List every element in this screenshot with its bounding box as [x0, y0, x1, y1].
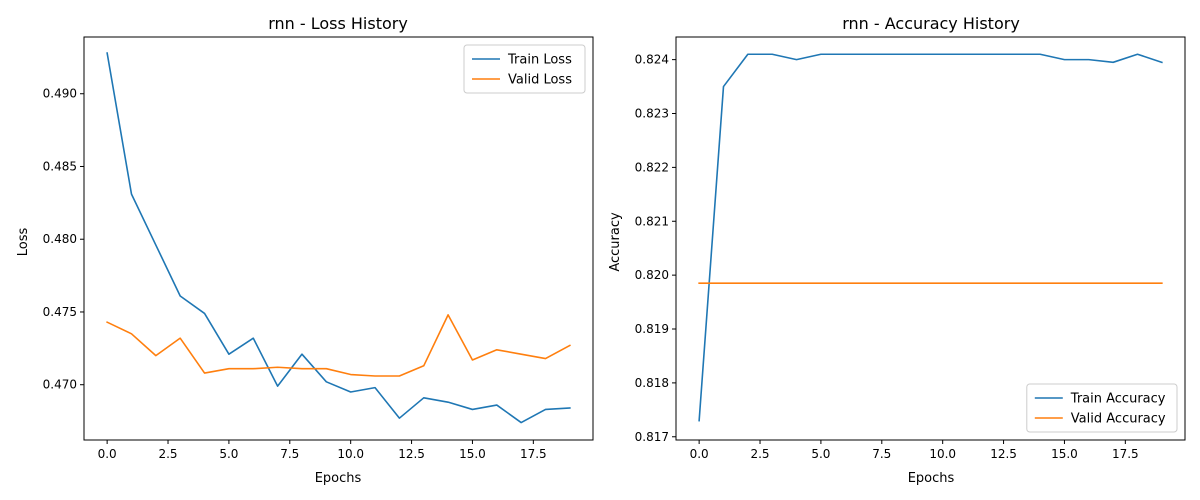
- loss-chart-title: rnn - Loss History: [268, 14, 408, 33]
- loss-chart-ytick-label: 0.490: [43, 87, 77, 101]
- loss-chart-xtick-label: 5.0: [219, 447, 238, 461]
- accuracy-chart-ytick-label: 0.822: [635, 160, 669, 174]
- accuracy-chart-legend-label-train-accuracy: Train Accuracy: [1070, 392, 1166, 407]
- loss-chart-xtick-label: 10.0: [337, 447, 364, 461]
- loss-chart-legend: Train Loss Valid Loss: [463, 44, 586, 94]
- loss-chart-ytick-label: 0.485: [43, 159, 77, 173]
- loss-chart-xtick-label: 7.5: [280, 447, 299, 461]
- loss-chart-xtick-label: 2.5: [158, 447, 177, 461]
- loss-chart: rnn - Loss History Epochs Loss 0.0 2.5 5.0…: [16, 14, 594, 486]
- accuracy-chart-xtick-label: 5.0: [811, 447, 830, 461]
- accuracy-chart-title: rnn - Accuracy History: [842, 14, 1020, 33]
- loss-chart-xtick-label: 0.0: [98, 447, 117, 461]
- accuracy-chart-ytick-label: 0.818: [635, 376, 669, 390]
- accuracy-chart-xtick-label: 15.0: [1051, 447, 1078, 461]
- loss-chart-xlabel: Epochs: [315, 471, 362, 486]
- loss-chart-ytick-label: 0.475: [43, 305, 77, 319]
- loss-chart-legend-label-valid-loss: Valid Loss: [508, 73, 572, 88]
- loss-chart-yticks: 0.470 0.475 0.480 0.485 0.490: [43, 87, 84, 392]
- loss-chart-xtick-label: 15.0: [459, 447, 486, 461]
- loss-chart-legend-label-train-loss: Train Loss: [507, 53, 572, 68]
- accuracy-chart-xtick-label: 17.5: [1112, 447, 1139, 461]
- accuracy-chart-xticks: 0.0 2.5 5.0 7.5 10.0 12.5 15.0 17.5: [690, 440, 1139, 461]
- accuracy-chart-ytick-label: 0.824: [635, 53, 669, 67]
- accuracy-chart-ytick-label: 0.823: [635, 107, 669, 121]
- loss-chart-series-valid-loss: [106, 314, 571, 377]
- accuracy-chart-xtick-label: 0.0: [690, 447, 709, 461]
- accuracy-chart-ytick-label: 0.820: [635, 268, 669, 282]
- loss-chart-xtick-label: 12.5: [398, 447, 425, 461]
- loss-chart-series: [106, 52, 571, 424]
- accuracy-chart-legend: Train Accuracy Valid Accuracy: [1026, 383, 1178, 433]
- accuracy-chart-xtick-label: 12.5: [990, 447, 1017, 461]
- accuracy-chart-ylabel: Accuracy: [608, 212, 623, 272]
- loss-chart-ytick-label: 0.480: [43, 232, 77, 246]
- accuracy-chart-yticks: 0.817 0.818 0.819 0.820 0.821 0.822 0.823 0.824: [635, 53, 676, 444]
- accuracy-chart: rnn - Accuracy History Epochs Accuracy 0…: [608, 14, 1186, 486]
- loss-chart-series-train-loss: [106, 52, 571, 424]
- accuracy-chart-series: [698, 53, 1163, 422]
- loss-chart-legend-box: [463, 44, 586, 94]
- loss-chart-ytick-label: 0.470: [43, 378, 77, 392]
- loss-chart-frame: [83, 36, 594, 441]
- loss-chart-ylabel: Loss: [16, 228, 31, 257]
- accuracy-chart-frame: [675, 36, 1186, 441]
- accuracy-chart-xtick-label: 2.5: [750, 447, 769, 461]
- accuracy-chart-xlabel: Epochs: [908, 471, 955, 486]
- accuracy-chart-ytick-label: 0.821: [635, 214, 669, 228]
- accuracy-chart-series-train-accuracy: [698, 53, 1163, 422]
- accuracy-chart-ytick-label: 0.817: [635, 430, 669, 444]
- loss-chart-xticks: 0.0 2.5 5.0 7.5 10.0 12.5 15.0 17.5: [98, 440, 547, 461]
- accuracy-chart-ytick-label: 0.819: [635, 322, 669, 336]
- accuracy-chart-xtick-label: 7.5: [872, 447, 891, 461]
- accuracy-chart-xtick-label: 10.0: [929, 447, 956, 461]
- accuracy-chart-legend-label-valid-accuracy: Valid Accuracy: [1071, 412, 1166, 427]
- accuracy-chart-legend-box: [1026, 383, 1178, 433]
- loss-chart-xtick-label: 17.5: [520, 447, 547, 461]
